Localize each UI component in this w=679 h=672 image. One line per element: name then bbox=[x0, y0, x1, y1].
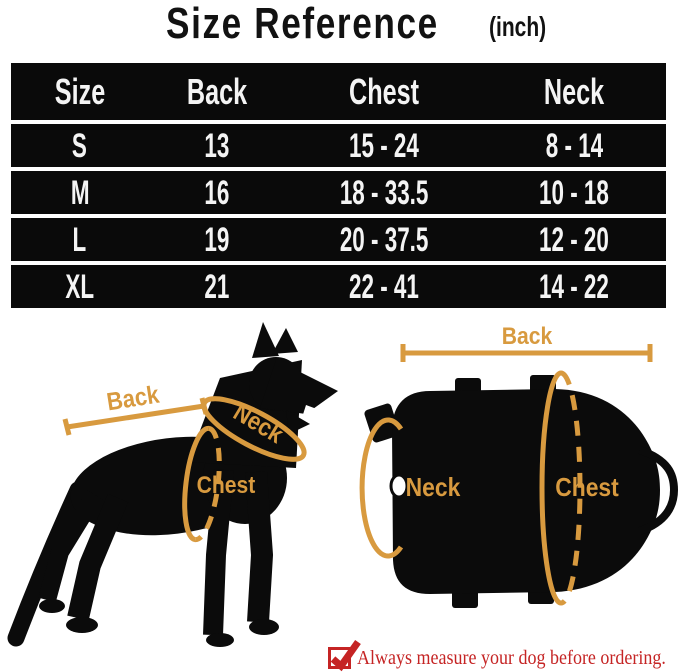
dog-silhouette bbox=[7, 322, 338, 647]
neck-value: 12 - 20 bbox=[539, 220, 610, 259]
column-header-neck: Neck bbox=[544, 70, 605, 112]
neck-value: 10 - 18 bbox=[539, 173, 610, 212]
back-value: 21 bbox=[204, 267, 230, 306]
harness-neck-label: Neck bbox=[405, 472, 461, 502]
back-value: 19 bbox=[204, 220, 230, 259]
column-header-back: Back bbox=[187, 70, 248, 112]
dog-neck-measure-ellipse bbox=[201, 396, 307, 462]
table-header-row: Size Back Chest Neck bbox=[11, 63, 666, 120]
checkbox-icon bbox=[328, 639, 361, 672]
size-value: XL bbox=[65, 267, 95, 306]
table-row: L 19 20 - 37.5 12 - 20 bbox=[11, 218, 666, 261]
dog-measurement-marks bbox=[62, 396, 307, 543]
harness-neck-measure-arc bbox=[359, 417, 404, 559]
chest-value: 15 - 24 bbox=[349, 126, 420, 165]
page-title-unit: (inch) bbox=[489, 11, 547, 42]
table-row: M 16 18 - 33.5 10 - 18 bbox=[11, 171, 666, 214]
harness-measurement-marks bbox=[359, 344, 653, 606]
size-table: Size Back Chest Neck S 13 15 - 24 8 - 14… bbox=[11, 63, 666, 312]
column-header-chest: Chest bbox=[349, 70, 420, 112]
column-header-size: Size bbox=[54, 70, 105, 112]
dog-back-measure-line bbox=[66, 403, 205, 430]
page-title: Size Reference bbox=[166, 0, 439, 48]
dog-chest-label: Chest bbox=[196, 472, 256, 499]
checkmark-icon bbox=[330, 639, 361, 672]
harness-chest-measure-ellipse bbox=[539, 370, 583, 606]
harness-back-label: Back bbox=[501, 323, 553, 350]
back-value: 13 bbox=[204, 126, 230, 165]
neck-value: 14 - 22 bbox=[539, 267, 610, 306]
harness-chest-label: Chest bbox=[555, 472, 619, 502]
chest-value: 20 - 37.5 bbox=[340, 220, 429, 259]
chest-value: 22 - 41 bbox=[349, 267, 420, 306]
neck-value: 8 - 14 bbox=[545, 126, 603, 165]
table-row: XL 21 22 - 41 14 - 22 bbox=[11, 265, 666, 308]
table-row: S 13 15 - 24 8 - 14 bbox=[11, 124, 666, 167]
measure-reminder-note: Always measure your dog before ordering. bbox=[357, 647, 666, 669]
chest-value: 18 - 33.5 bbox=[340, 173, 429, 212]
dog-chest-measure-ellipse bbox=[182, 425, 222, 543]
size-value: M bbox=[70, 173, 90, 212]
size-value: S bbox=[72, 126, 88, 165]
back-value: 16 bbox=[204, 173, 230, 212]
size-value: L bbox=[72, 220, 87, 259]
